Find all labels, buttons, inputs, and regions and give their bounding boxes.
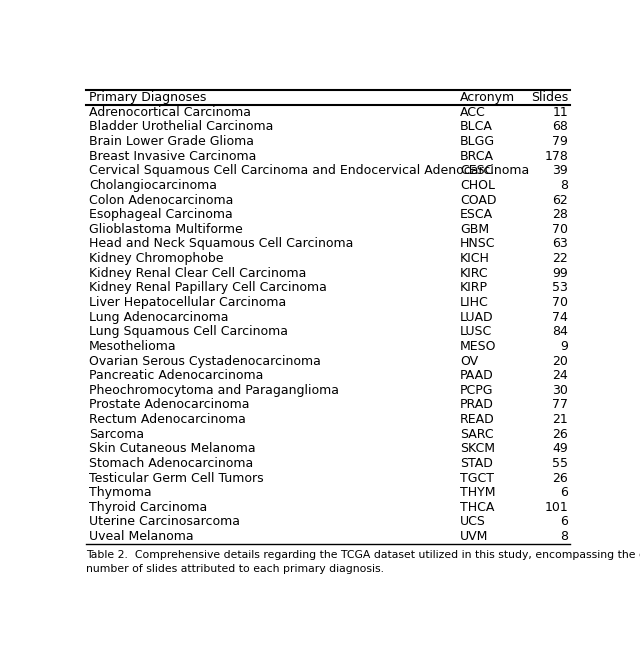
Text: 8: 8 [560,179,568,192]
Text: THCA: THCA [460,501,494,513]
Text: 28: 28 [552,208,568,221]
Text: 68: 68 [552,121,568,133]
Text: LUAD: LUAD [460,311,493,323]
Text: 101: 101 [544,501,568,513]
Text: Bladder Urothelial Carcinoma: Bladder Urothelial Carcinoma [89,121,273,133]
Text: Pancreatic Adenocarcinoma: Pancreatic Adenocarcinoma [89,369,263,382]
Text: BLGG: BLGG [460,135,495,148]
Text: Kidney Chromophobe: Kidney Chromophobe [89,252,223,265]
Text: 20: 20 [552,354,568,368]
Text: 55: 55 [552,457,568,470]
Text: 30: 30 [552,383,568,397]
Text: BRCA: BRCA [460,150,494,163]
Text: READ: READ [460,413,495,426]
Text: Prostate Adenocarcinoma: Prostate Adenocarcinoma [89,399,250,411]
Text: PCPG: PCPG [460,383,493,397]
Text: Thymoma: Thymoma [89,486,152,499]
Text: Cervical Squamous Cell Carcinoma and Endocervical Adenocarcinoma: Cervical Squamous Cell Carcinoma and End… [89,164,529,178]
Text: 84: 84 [552,325,568,339]
Text: Stomach Adenocarcinoma: Stomach Adenocarcinoma [89,457,253,470]
Text: Pheochromocytoma and Paraganglioma: Pheochromocytoma and Paraganglioma [89,383,339,397]
Text: 79: 79 [552,135,568,148]
Text: Lung Adenocarcinoma: Lung Adenocarcinoma [89,311,228,323]
Text: Kidney Renal Clear Cell Carcinoma: Kidney Renal Clear Cell Carcinoma [89,267,307,280]
Text: MESO: MESO [460,340,497,353]
Text: 53: 53 [552,281,568,294]
Text: Glioblastoma Multiforme: Glioblastoma Multiforme [89,223,243,236]
Text: number of slides attributed to each primary diagnosis.: number of slides attributed to each prim… [86,564,384,574]
Text: Slides: Slides [531,91,568,104]
Text: UCS: UCS [460,515,486,529]
Text: 9: 9 [560,340,568,353]
Text: 70: 70 [552,296,568,309]
Text: Lung Squamous Cell Carcinoma: Lung Squamous Cell Carcinoma [89,325,288,339]
Text: CHOL: CHOL [460,179,495,192]
Text: KICH: KICH [460,252,490,265]
Text: 39: 39 [552,164,568,178]
Text: 21: 21 [552,413,568,426]
Text: Brain Lower Grade Glioma: Brain Lower Grade Glioma [89,135,254,148]
Text: 26: 26 [552,471,568,484]
Text: PRAD: PRAD [460,399,494,411]
Text: Uterine Carcinosarcoma: Uterine Carcinosarcoma [89,515,240,529]
Text: LUSC: LUSC [460,325,492,339]
Text: Esophageal Carcinoma: Esophageal Carcinoma [89,208,233,221]
Text: PAAD: PAAD [460,369,493,382]
Text: THYM: THYM [460,486,495,499]
Text: 11: 11 [552,106,568,119]
Text: 6: 6 [560,515,568,529]
Text: 26: 26 [552,428,568,441]
Text: 8: 8 [560,530,568,543]
Text: ESCA: ESCA [460,208,493,221]
Text: 70: 70 [552,223,568,236]
Text: Colon Adenocarcinoma: Colon Adenocarcinoma [89,193,234,207]
Text: 6: 6 [560,486,568,499]
Text: 99: 99 [552,267,568,280]
Text: Breast Invasive Carcinoma: Breast Invasive Carcinoma [89,150,256,163]
Text: HNSC: HNSC [460,238,495,251]
Text: TGCT: TGCT [460,471,494,484]
Text: Uveal Melanoma: Uveal Melanoma [89,530,193,543]
Text: 22: 22 [552,252,568,265]
Text: 63: 63 [552,238,568,251]
Text: KIRP: KIRP [460,281,488,294]
Text: BLCA: BLCA [460,121,493,133]
Text: 24: 24 [552,369,568,382]
Text: 74: 74 [552,311,568,323]
Text: 178: 178 [544,150,568,163]
Text: Testicular Germ Cell Tumors: Testicular Germ Cell Tumors [89,471,264,484]
Text: 49: 49 [552,442,568,455]
Text: Mesothelioma: Mesothelioma [89,340,177,353]
Text: Kidney Renal Papillary Cell Carcinoma: Kidney Renal Papillary Cell Carcinoma [89,281,327,294]
Text: Sarcoma: Sarcoma [89,428,144,441]
Text: SKCM: SKCM [460,442,495,455]
Text: Table 2.  Comprehensive details regarding the TCGA dataset utilized in this stud: Table 2. Comprehensive details regarding… [86,550,640,560]
Text: Thyroid Carcinoma: Thyroid Carcinoma [89,501,207,513]
Text: Rectum Adenocarcinoma: Rectum Adenocarcinoma [89,413,246,426]
Text: LIHC: LIHC [460,296,489,309]
Text: CESC: CESC [460,164,493,178]
Text: Adrenocortical Carcinoma: Adrenocortical Carcinoma [89,106,251,119]
Text: Cholangiocarcinoma: Cholangiocarcinoma [89,179,217,192]
Text: 77: 77 [552,399,568,411]
Text: SARC: SARC [460,428,493,441]
Text: Primary Diagnoses: Primary Diagnoses [89,91,206,104]
Text: GBM: GBM [460,223,489,236]
Text: Acronym: Acronym [460,91,515,104]
Text: Head and Neck Squamous Cell Carcinoma: Head and Neck Squamous Cell Carcinoma [89,238,353,251]
Text: Skin Cutaneous Melanoma: Skin Cutaneous Melanoma [89,442,255,455]
Text: OV: OV [460,354,478,368]
Text: UVM: UVM [460,530,488,543]
Text: Ovarian Serous Cystadenocarcinoma: Ovarian Serous Cystadenocarcinoma [89,354,321,368]
Text: 62: 62 [552,193,568,207]
Text: ACC: ACC [460,106,486,119]
Text: Liver Hepatocellular Carcinoma: Liver Hepatocellular Carcinoma [89,296,286,309]
Text: KIRC: KIRC [460,267,488,280]
Text: STAD: STAD [460,457,493,470]
Text: COAD: COAD [460,193,497,207]
